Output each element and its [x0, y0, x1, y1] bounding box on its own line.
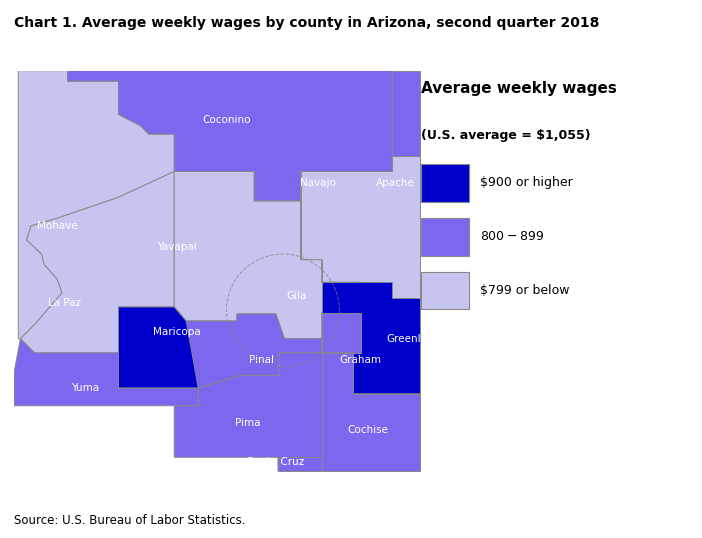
Text: Santa Cruz: Santa Cruz — [247, 457, 305, 467]
Polygon shape — [392, 70, 420, 156]
Text: La Paz: La Paz — [48, 299, 81, 308]
Polygon shape — [174, 172, 361, 339]
Polygon shape — [20, 172, 174, 353]
Polygon shape — [18, 70, 174, 339]
Polygon shape — [174, 172, 361, 339]
Text: Navajo: Navajo — [300, 179, 336, 188]
Text: Gila: Gila — [286, 292, 307, 301]
Polygon shape — [174, 353, 420, 471]
Polygon shape — [186, 314, 322, 388]
Text: Coconino: Coconino — [202, 115, 251, 125]
Text: Apache: Apache — [376, 179, 416, 188]
Polygon shape — [278, 457, 322, 471]
Text: Cochise: Cochise — [347, 426, 388, 435]
Text: Yuma: Yuma — [71, 383, 100, 393]
Text: Chart 1. Average weekly wages by county in Arizona, second quarter 2018: Chart 1. Average weekly wages by county … — [14, 16, 600, 30]
Polygon shape — [119, 307, 322, 388]
Text: $800 - $899: $800 - $899 — [480, 230, 544, 243]
Text: Mohave: Mohave — [37, 221, 77, 231]
Bar — [421, 272, 469, 309]
Text: Graham: Graham — [340, 355, 381, 365]
Polygon shape — [322, 353, 420, 471]
Text: Source: U.S. Bureau of Labor Statistics.: Source: U.S. Bureau of Labor Statistics. — [14, 514, 246, 527]
Bar — [421, 218, 469, 256]
Text: (U.S. average = $1,055): (U.S. average = $1,055) — [421, 129, 591, 142]
Bar — [421, 164, 469, 202]
Text: Pima: Pima — [235, 419, 260, 428]
Text: Average weekly wages: Average weekly wages — [421, 81, 617, 96]
Polygon shape — [67, 70, 420, 201]
Text: Maricopa: Maricopa — [153, 327, 201, 337]
Polygon shape — [14, 339, 198, 406]
Polygon shape — [300, 156, 420, 298]
Text: $900 or higher: $900 or higher — [480, 176, 573, 189]
Text: Pinal: Pinal — [249, 355, 274, 365]
Polygon shape — [322, 313, 361, 353]
Polygon shape — [322, 282, 420, 394]
Text: $799 or below: $799 or below — [480, 284, 569, 297]
Text: Yavapai: Yavapai — [157, 242, 197, 252]
Text: Greenlee: Greenlee — [386, 334, 434, 344]
